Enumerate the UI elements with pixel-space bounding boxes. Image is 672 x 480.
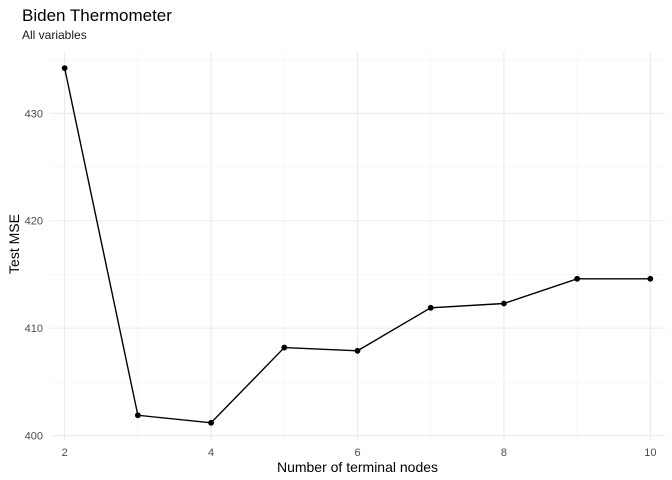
x-tick-label: 10 — [644, 447, 656, 459]
y-tick-label: 430 — [25, 108, 43, 120]
x-tick-label: 8 — [501, 447, 507, 459]
data-point — [574, 275, 581, 282]
x-tick-label: 4 — [208, 447, 214, 459]
data-point — [354, 347, 361, 354]
y-tick-label: 400 — [25, 431, 43, 443]
chart-subtitle: All variables — [22, 28, 87, 42]
x-tick-label: 2 — [62, 447, 68, 459]
grid — [50, 52, 665, 440]
data-point — [61, 65, 68, 72]
y-tick-label: 420 — [25, 216, 43, 228]
data-point — [427, 304, 434, 311]
data-point — [208, 419, 214, 426]
series-group — [61, 65, 654, 426]
y-tick-label: 410 — [25, 323, 43, 335]
chart-title: Biden Thermometer — [22, 6, 172, 25]
tick-labels: 2 4 6 8 10 400 410 420 430 — [25, 108, 657, 459]
x-tick-label: 6 — [354, 447, 360, 459]
data-point — [134, 412, 141, 419]
x-axis-title: Number of terminal nodes — [277, 459, 438, 475]
data-point — [501, 300, 507, 307]
data-point — [281, 344, 288, 351]
y-axis-title: Test MSE — [6, 214, 22, 274]
data-point — [647, 275, 654, 282]
